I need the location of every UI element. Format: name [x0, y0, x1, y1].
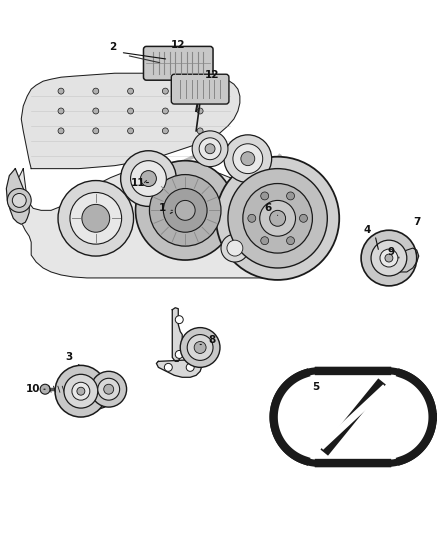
Circle shape [361, 230, 417, 286]
Circle shape [233, 144, 263, 174]
Circle shape [93, 88, 99, 94]
Circle shape [180, 328, 220, 367]
Circle shape [199, 138, 221, 160]
Circle shape [300, 214, 307, 222]
Circle shape [127, 108, 134, 114]
Circle shape [40, 384, 50, 394]
Circle shape [104, 384, 114, 394]
FancyBboxPatch shape [171, 74, 229, 104]
Circle shape [70, 192, 122, 244]
Polygon shape [156, 359, 202, 377]
Circle shape [227, 240, 243, 256]
Text: 9: 9 [387, 247, 395, 257]
Text: 6: 6 [264, 204, 271, 213]
Circle shape [93, 108, 99, 114]
Circle shape [55, 365, 107, 417]
Circle shape [175, 351, 183, 358]
Circle shape [149, 175, 221, 246]
Circle shape [120, 151, 176, 206]
Circle shape [228, 168, 327, 268]
Circle shape [164, 364, 172, 372]
Polygon shape [319, 372, 387, 463]
Text: 3: 3 [65, 352, 73, 362]
Circle shape [270, 211, 286, 226]
Circle shape [93, 128, 99, 134]
Text: 1: 1 [159, 204, 166, 213]
Circle shape [98, 378, 120, 400]
Text: 8: 8 [208, 335, 215, 344]
Polygon shape [59, 374, 115, 409]
Circle shape [194, 342, 206, 353]
Polygon shape [369, 238, 401, 276]
Circle shape [216, 157, 339, 280]
Circle shape [64, 374, 98, 408]
Circle shape [91, 372, 127, 407]
Circle shape [261, 237, 268, 245]
Circle shape [385, 254, 393, 262]
Circle shape [141, 171, 156, 187]
Text: 11: 11 [131, 177, 146, 188]
Circle shape [7, 189, 31, 212]
Circle shape [127, 128, 134, 134]
Circle shape [277, 374, 362, 460]
Circle shape [131, 160, 166, 197]
Circle shape [371, 240, 407, 276]
Text: 12: 12 [205, 70, 219, 80]
Text: 12: 12 [171, 41, 186, 51]
Circle shape [286, 237, 294, 245]
Circle shape [260, 200, 296, 236]
Circle shape [162, 88, 168, 94]
Text: 4: 4 [364, 225, 371, 235]
Circle shape [58, 108, 64, 114]
Circle shape [243, 183, 312, 253]
Polygon shape [21, 73, 240, 168]
FancyBboxPatch shape [144, 46, 213, 80]
Circle shape [135, 160, 235, 260]
Circle shape [187, 335, 213, 360]
Circle shape [224, 135, 272, 182]
Circle shape [197, 128, 203, 134]
Circle shape [58, 128, 64, 134]
Circle shape [261, 192, 268, 200]
Text: 2: 2 [109, 43, 117, 52]
Circle shape [127, 88, 134, 94]
Circle shape [58, 88, 64, 94]
Circle shape [58, 181, 134, 256]
Circle shape [221, 234, 249, 262]
Circle shape [162, 108, 168, 114]
Polygon shape [172, 308, 182, 361]
Circle shape [197, 108, 203, 114]
Text: 5: 5 [312, 382, 319, 392]
Text: 10: 10 [26, 384, 40, 394]
Circle shape [12, 193, 26, 207]
Polygon shape [15, 167, 300, 278]
Circle shape [163, 189, 207, 232]
Circle shape [205, 144, 215, 154]
Circle shape [248, 214, 256, 222]
Circle shape [186, 364, 194, 372]
Circle shape [241, 152, 255, 166]
Circle shape [344, 374, 430, 460]
Circle shape [162, 128, 168, 134]
Circle shape [197, 88, 203, 94]
Polygon shape [7, 168, 29, 224]
Circle shape [82, 204, 110, 232]
Circle shape [286, 192, 294, 200]
Text: 7: 7 [413, 217, 420, 227]
Circle shape [77, 387, 85, 395]
Polygon shape [395, 248, 419, 272]
Circle shape [72, 382, 90, 400]
Circle shape [175, 316, 183, 324]
Circle shape [175, 200, 195, 220]
Circle shape [380, 249, 398, 267]
Circle shape [192, 131, 228, 167]
